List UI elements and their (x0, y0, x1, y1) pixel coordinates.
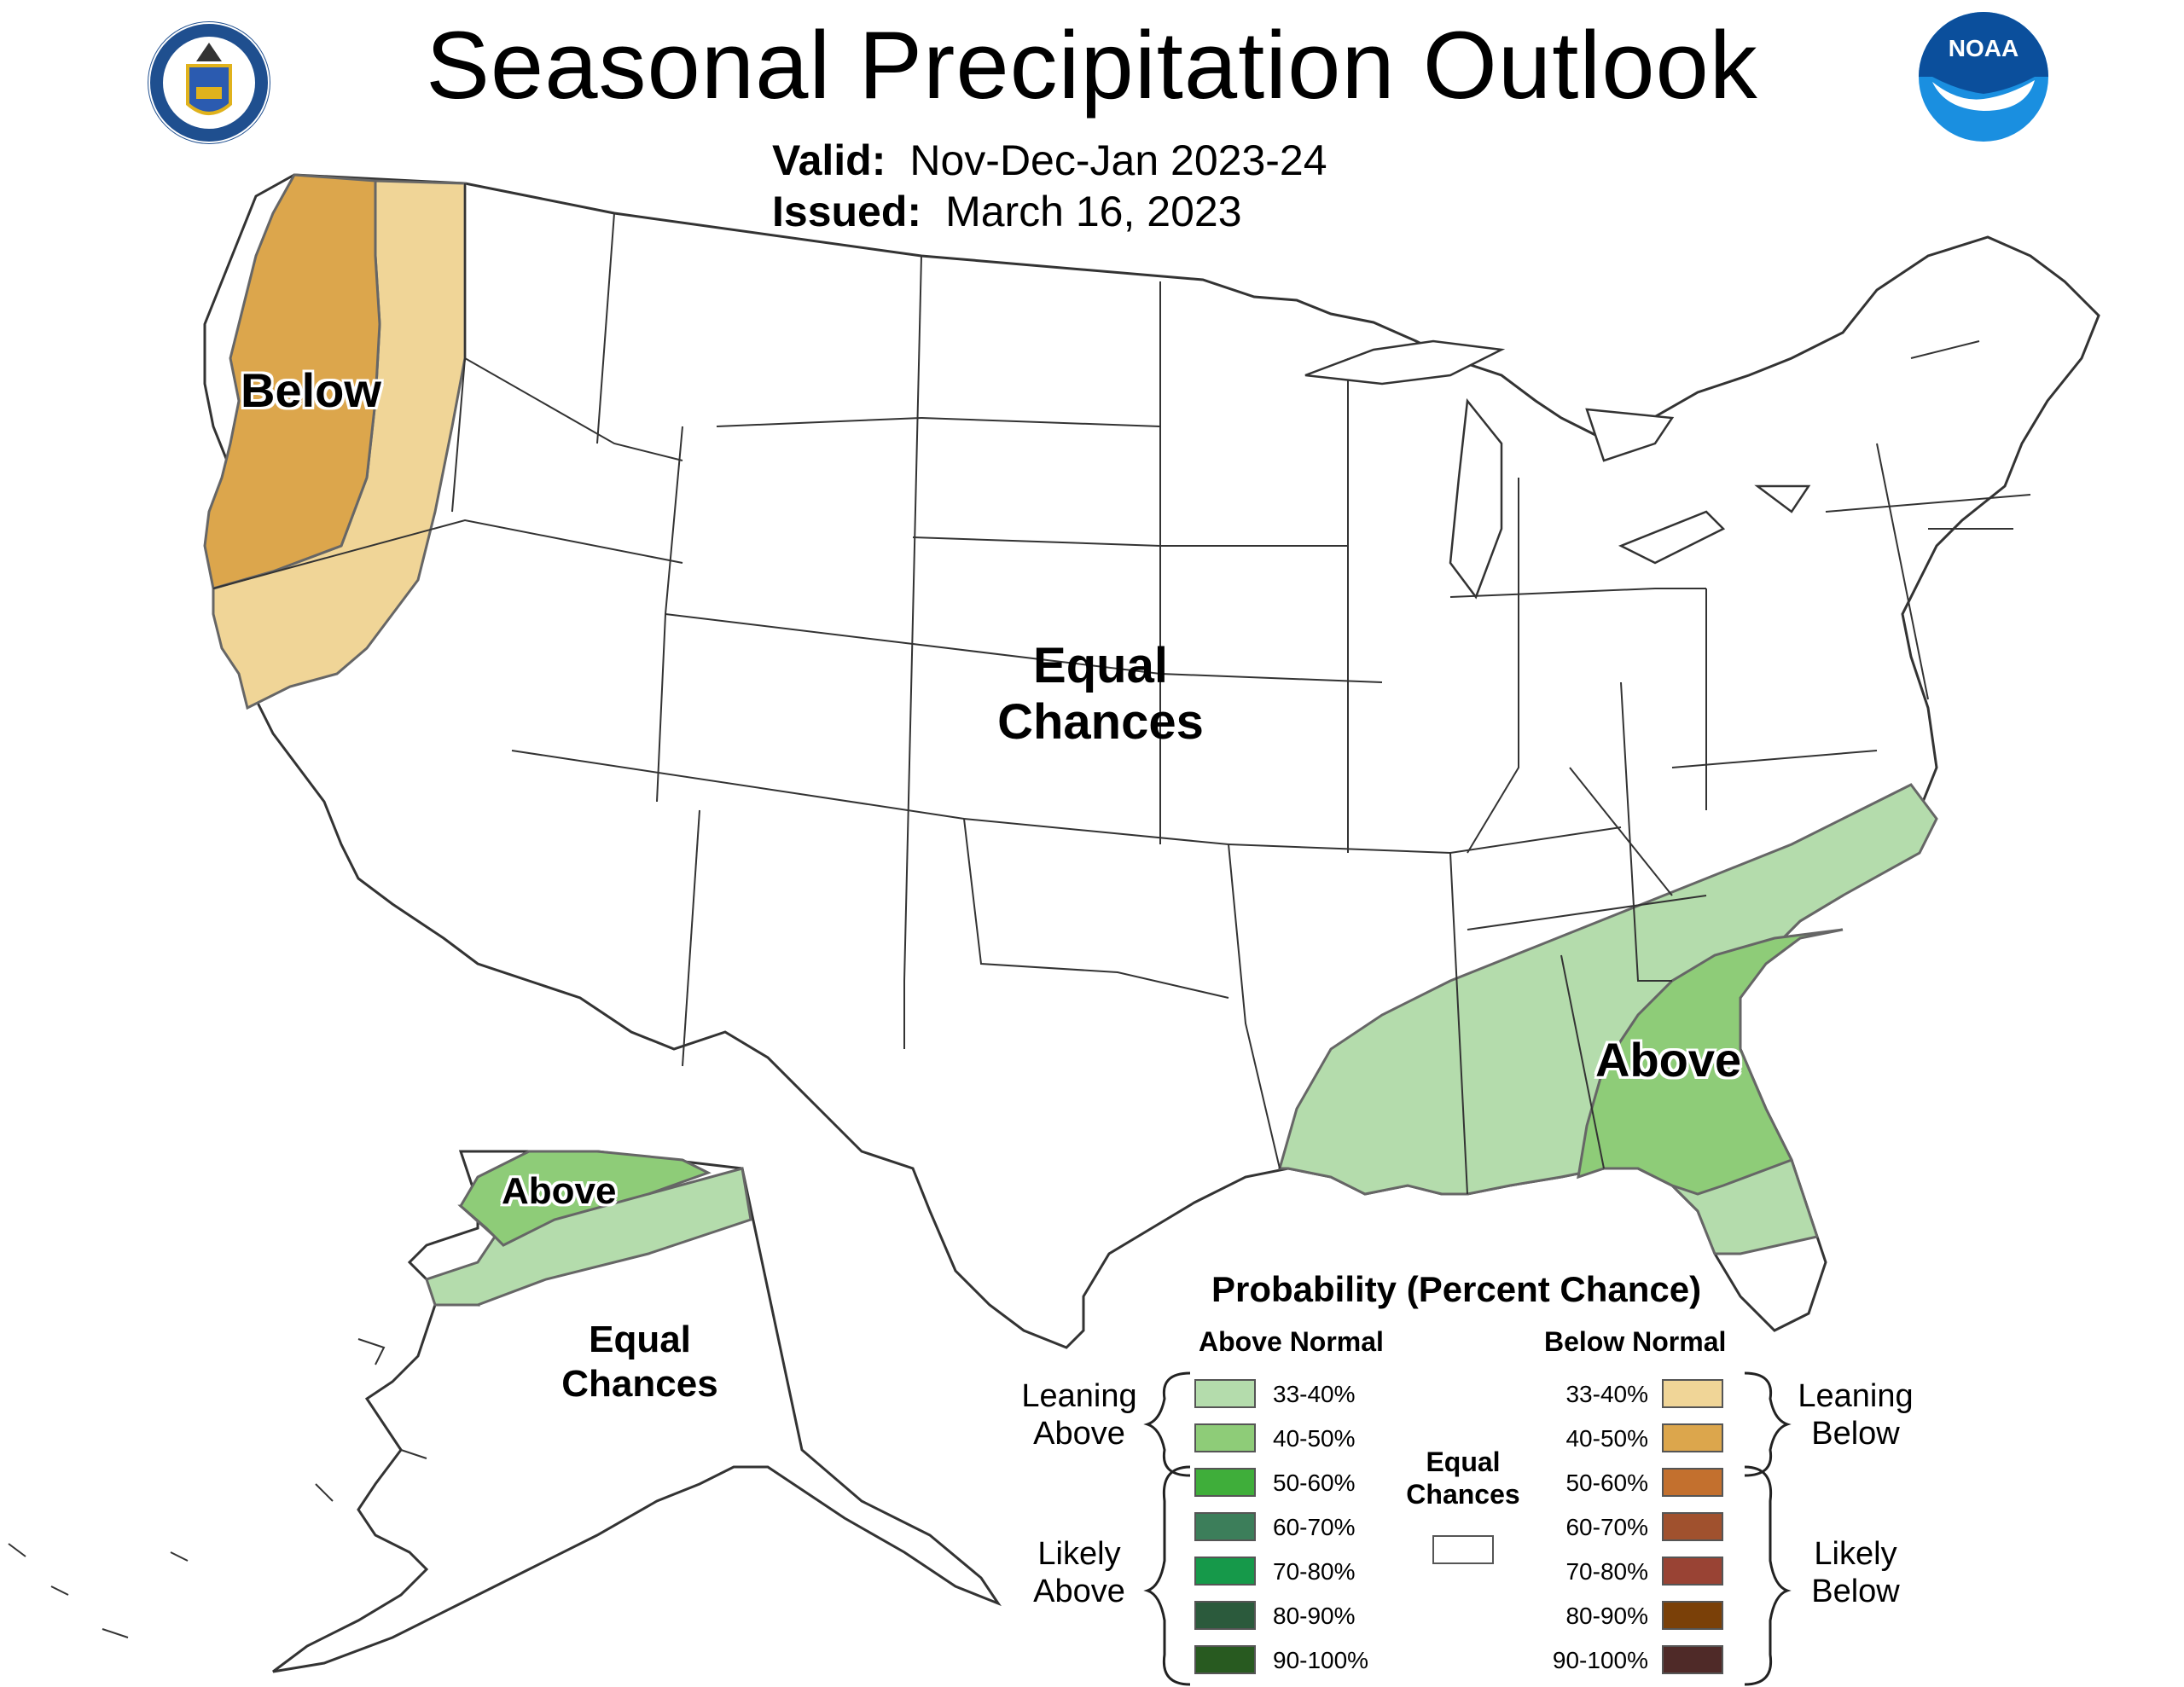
legend-above-swatch (1194, 1557, 1256, 1586)
legend-above-pct: 60-70% (1273, 1514, 1356, 1540)
legend-above-swatch (1194, 1379, 1256, 1408)
state-lines (212, 183, 2031, 1195)
legend-above-swatch (1194, 1601, 1256, 1630)
alaska-above-label: Above (502, 1170, 617, 1212)
valid-value: Nov-Dec-Jan 2023-24 (909, 136, 1327, 184)
valid-row: Valid: Nov-Dec-Jan 2023-24 (772, 135, 1327, 186)
noaa-logo-icon: NOAA (1915, 9, 2052, 145)
alaska-islands (8, 1338, 427, 1638)
likely-below-line2: Below (1811, 1574, 1900, 1609)
issued-label: Issued: (772, 188, 922, 235)
southeast-above-40-50 (1577, 928, 1844, 1196)
legend-below-swatch (1662, 1423, 1723, 1452)
legend-above-pct: 33-40% (1273, 1381, 1356, 1407)
legend-above-pct: 80-90% (1273, 1603, 1356, 1629)
likely-above-line1: Likely (1037, 1536, 1121, 1572)
west-below-40-50 (203, 173, 381, 590)
equal-chances-swatch (1432, 1535, 1494, 1564)
legend-below-pct: 40-50% (1565, 1425, 1648, 1452)
equal-line2: Chances (1406, 1479, 1520, 1510)
legend-below-swatch (1662, 1557, 1723, 1586)
southeast-above-label: Above (1595, 1033, 1742, 1087)
likely-below-line1: Likely (1814, 1536, 1897, 1572)
legend-below-pct: 60-70% (1565, 1514, 1648, 1540)
legend-above-header: Above Normal (1199, 1326, 1384, 1357)
likely-below-label: Likely Below (1783, 1535, 1928, 1610)
legend-above-pct: 40-50% (1273, 1425, 1356, 1452)
legend-below-pct: 70-80% (1565, 1558, 1648, 1585)
legend-above-swatch (1194, 1512, 1256, 1541)
leaning-below-line2: Below (1811, 1416, 1900, 1452)
page-title: Seasonal Precipitation Outlook (426, 12, 1758, 119)
legend-below-swatch (1662, 1512, 1723, 1541)
equal-line1: Equal (1426, 1446, 1501, 1477)
legend-below-swatch (1662, 1645, 1723, 1674)
issued-value: March 16, 2023 (945, 188, 1242, 235)
great-lakes (1304, 339, 1811, 600)
legend-below-pct: 80-90% (1565, 1603, 1648, 1629)
equal-chances-label: Equal Chances (1399, 1446, 1527, 1510)
legend-above-swatch (1194, 1645, 1256, 1674)
west-below-label: Below (241, 363, 381, 417)
issued-row: Issued: March 16, 2023 (772, 186, 1242, 237)
noaa-logo-text: NOAA (1949, 35, 2018, 61)
legend-above-pct: 90-100% (1273, 1647, 1369, 1673)
legend-above-pct: 70-80% (1273, 1558, 1356, 1585)
valid-label: Valid: (772, 136, 886, 184)
likely-above-line2: Above (1033, 1574, 1125, 1609)
conus-equal-line2: Chances (997, 694, 1204, 750)
conus-equal-label: Equal Chances (977, 638, 1224, 751)
legend-below-pct: 90-100% (1552, 1647, 1648, 1673)
conus-equal-line1: Equal (1033, 638, 1168, 693)
legend-below-swatch (1662, 1468, 1723, 1497)
legend-below-swatch (1662, 1379, 1723, 1408)
leaning-below-label: Leaning Below (1783, 1377, 1928, 1452)
alaska-equal-label: Equal Chances (533, 1318, 746, 1406)
alaska-equal-line2: Chances (561, 1363, 718, 1405)
legend-below-header: Below Normal (1544, 1326, 1727, 1357)
legend-title: Probability (Percent Chance) (1211, 1269, 1702, 1309)
leaning-above-line1: Leaning (1021, 1378, 1137, 1414)
legend-below-pct: 33-40% (1565, 1381, 1648, 1407)
legend-above-swatch (1194, 1468, 1256, 1497)
doc-seal-icon (145, 19, 273, 147)
leaning-above-label: Leaning Above (1007, 1377, 1152, 1452)
legend-braces (1143, 1371, 1792, 1686)
legend-below-swatch (1662, 1601, 1723, 1630)
alaska-equal-line1: Equal (589, 1319, 691, 1360)
likely-above-label: Likely Above (1007, 1535, 1152, 1610)
leaning-above-line2: Above (1033, 1416, 1125, 1452)
legend-above-swatch (1194, 1423, 1256, 1452)
legend-below-pct: 50-60% (1565, 1470, 1648, 1496)
leaning-below-line1: Leaning (1798, 1378, 1914, 1414)
legend-above-pct: 50-60% (1273, 1470, 1356, 1496)
alaska-above-40-50 (459, 1150, 712, 1247)
